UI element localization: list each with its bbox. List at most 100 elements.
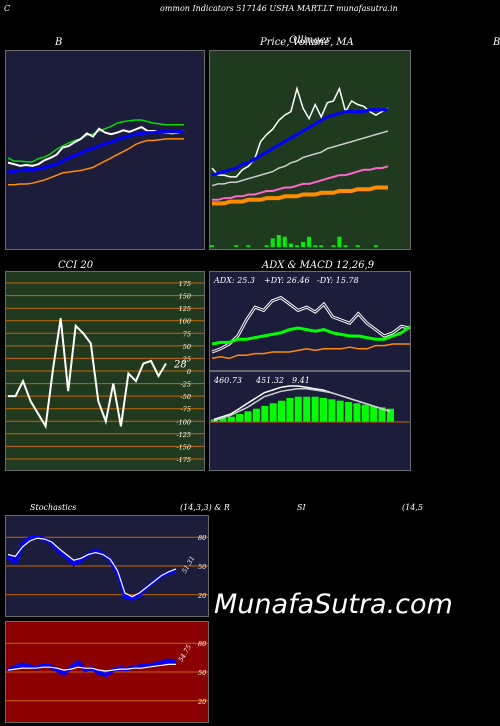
volume-bar [343,245,348,247]
macd-hist-bar [345,402,353,422]
macd-hist-bar [227,416,235,422]
volume-bar [301,241,305,247]
volume-bar [313,245,318,247]
volume-bar [264,245,269,247]
right-edge-title: B [493,37,500,48]
cci-tick-label: 75 [183,330,191,338]
bollinger-title: B [55,37,63,48]
cci-tick-label: 125 [179,305,191,313]
price-series-1 [211,108,388,177]
rsi-last-label: 54.75 [177,643,193,663]
volume-bar [282,236,287,247]
macd-hist-bar [336,400,344,422]
macd-hist-bar [370,406,378,422]
stochastics-params: (14,3,3) & R [180,503,230,512]
bollinger-series-0 [7,119,184,163]
stoch-d-line [7,537,177,598]
price-series-0 [211,85,389,178]
macd-hist-bar [320,398,327,422]
stochastics-chart: 80 50 20 51.31 [6,534,208,601]
adx-panel [209,271,411,371]
macd-hist-bar [303,396,311,422]
macd-hist-bar [252,408,260,422]
macd-hist-bar [353,403,361,422]
volume-bar [337,236,342,247]
rsi-title: SI [297,503,306,512]
price-panel [209,50,411,250]
adx-value: ADX: 25.3 [214,276,255,285]
header-left-letter: C [4,4,11,13]
rsi-tick-label: 50 [198,669,206,677]
stoch-tick-label: 50 [198,563,206,571]
macd-hist-bar [261,406,269,422]
stochastics-panel: 80 50 20 51.31 [5,515,209,617]
cci-tick-label: -25 [181,381,191,389]
cci-panel: 175 150 125 100 75 50 25 0 -25 -50 -75 -100 -125 -150… [5,271,205,471]
macd-hist-bar [361,404,369,422]
cci-title: CCI 20 [58,260,94,271]
cci-chart: 175 150 125 100 75 50 25 0 -25 -50 -75 -100 -125 -150… [6,280,204,464]
bollinger-series-2 [7,130,184,174]
volume-bar [295,245,299,247]
macd-signal-value: 451.32 [256,376,284,385]
page-title: ommon Indicators 517146 USHA MART.LT mun… [160,4,398,13]
macd-hist-bar [286,398,294,422]
rsi-params: (14,5 [402,503,423,512]
cci-tick-label: 150 [179,293,191,301]
macd-hist-bar [328,399,336,422]
price-series-2 [211,130,389,187]
bollinger-chart [7,119,185,186]
adx-series-0 [211,295,411,354]
adx-series-1 [211,325,411,346]
volume-bar [210,245,214,247]
volume-bar [270,238,275,247]
macd-value: 460.73 [214,376,242,385]
cci-line [8,318,167,430]
macd-hist-bar [278,400,285,422]
price-series-4 [212,185,388,206]
volume-bar [288,243,293,247]
minus-di-value: -DY: 15.78 [317,276,359,285]
watermark: MunafaSutra.com [214,589,453,620]
macd-hist-bar [236,414,244,422]
macd-hist-bar [311,396,319,422]
stoch-tick-label: 20 [197,592,206,600]
volume-bar [373,245,378,247]
macd-hist-bar [269,403,277,422]
bollinger-series-3 [8,138,184,186]
cci-last-label: 28 [173,360,187,371]
macd-signal-line [213,387,391,422]
rsi-tick-label: 80 [198,640,206,648]
cci-tick-label: 25 [182,355,191,363]
volume-bar [234,245,239,247]
stochastics-title: Stochastics [30,503,77,512]
stoch-k-line [6,535,177,601]
volume-bar [331,245,336,247]
rsi-chart: 80 50 20 54.75 [6,640,208,706]
stoch-last-label: 51.31 [180,555,196,575]
macd-chart [210,385,410,423]
macd-hist-bar [219,418,227,422]
cci-tick-label: -100 [176,418,191,426]
adx-series-inner [211,297,411,353]
macd-panel [209,371,411,471]
volume-bar [355,245,360,247]
volume-bar [307,236,312,247]
bollinger-panel [5,50,205,250]
cci-tick-label: -150 [176,443,191,451]
cci-tick-label: -175 [176,456,191,464]
cci-tick-label: 0 [187,368,191,376]
price-panel-title: Price, Volume, MA [260,37,354,48]
volume-bar [319,245,324,247]
plus-di-value: +DY: 26.46 [264,276,310,285]
cci-tick-label: -125 [176,431,191,439]
rsi-signal-line [7,663,176,672]
adx-chart [211,295,411,360]
price-series-3 [212,165,389,201]
price-panel-overlay-title: Ollinger [289,35,331,46]
volume-bar [246,245,251,247]
macd-hist-bar [244,411,252,422]
rsi-panel: 80 50 20 54.75 [5,621,209,723]
stoch-tick-label: 80 [198,534,206,542]
macd-hist-bar [378,407,386,422]
